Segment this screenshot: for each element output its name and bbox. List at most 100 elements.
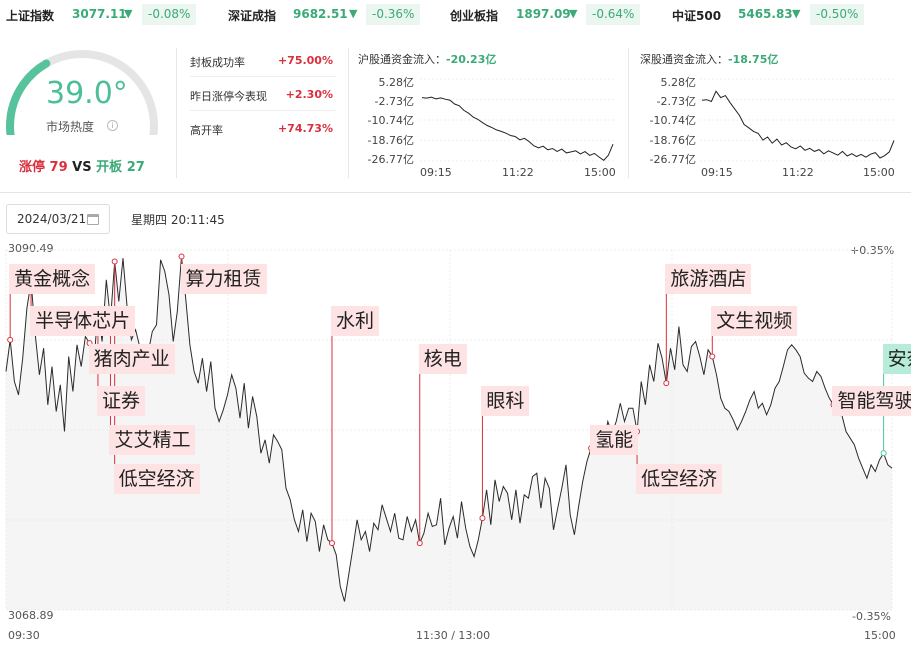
index-value: 3077.11 [72,7,127,21]
stat-row: 昨日涨停今表现 +2.30% [190,79,336,111]
vs-text: VS [72,160,92,175]
down-arrow-icon: ▼ [569,7,578,20]
sh-flow-chart [420,78,615,162]
tag-anchor-dot [7,336,14,343]
sh-flow-title: 沪股通资金流入：-20.23亿 [358,51,496,67]
flow-line [421,96,614,161]
tag-anchor-dot [479,515,486,522]
theme-tag[interactable]: 眼科 [481,386,530,416]
tag-anchor-dot [663,380,670,387]
stat-value: +2.30% [285,88,333,101]
y-tick: -26.77亿 [367,153,414,166]
open-count: 27 [126,160,145,175]
tag-anchor-dot [880,450,887,457]
tag-anchor-dot [111,258,118,265]
sz-flow-title: 深股通资金流入：-18.75亿 [640,51,778,67]
index-change: -0.50% [810,4,865,25]
theme-tag[interactable]: 氢能 [590,425,639,455]
limit-up-label: 涨停 [19,160,46,175]
index-value: 5465.83 [738,7,793,21]
y-tick: 5.28亿 [660,76,697,89]
x-tick: 09:15 [420,166,452,179]
datetime: 星期四 20:11:45 [131,213,225,227]
theme-tag[interactable]: 猪肉产业 [88,344,175,374]
theme-tag[interactable]: 算力租赁 [180,264,267,294]
divider [348,48,349,178]
theme-tag[interactable]: 核电 [418,344,467,374]
sz-flow-chart [700,78,896,162]
y-tick: -26.77亿 [649,153,696,166]
theme-tag[interactable]: 艾艾精工 [109,425,196,455]
sh-flow-value: -20.23亿 [446,53,497,66]
index-name[interactable]: 创业板指 [450,9,499,23]
index-name[interactable]: 深证成指 [228,9,277,23]
x-tick: 11:22 [502,166,534,179]
stat-row: 封板成功率 +75.00% [190,45,336,77]
x-start-label: 09:30 [8,629,40,642]
stat-label: 高开率 [190,124,223,137]
stat-row: 高开率 +74.73% [190,113,336,145]
theme-tag[interactable]: 黄金概念 [9,264,96,294]
y-tick: 5.28亿 [378,76,415,89]
down-arrow-icon: ▼ [792,7,801,20]
index-value: 1897.09 [516,7,571,21]
y-tick: -10.74亿 [649,114,696,127]
sz-flow-value: -18.75亿 [728,53,779,66]
theme-tag[interactable]: 智能驾驶 [832,386,911,416]
theme-tag[interactable]: 低空经济 [113,464,200,494]
open-label: 开板 [96,160,123,175]
date-picker[interactable]: 2024/03/21 [6,204,110,234]
y-tick: -18.76亿 [367,134,414,147]
x-mid-label: 11:30 / 13:00 [416,629,491,642]
tag-anchor-dot [178,253,185,260]
heat-value: 39.0° [46,76,128,111]
theme-tag[interactable]: 低空经济 [636,464,723,494]
x-tick: 15:00 [863,166,895,179]
theme-tag[interactable]: 证券 [96,386,145,416]
heat-gauge [6,49,158,135]
index-ticker: 上证指数 3077.11 ▼ -0.08% 深证成指 9682.51 ▼ -0.… [0,0,911,30]
price-area [6,256,892,610]
index-change: -0.36% [366,4,421,25]
y-tick: -2.73亿 [374,95,414,108]
theme-tag[interactable]: 半导体芯片 [30,306,136,336]
date-value: 2024/03/21 [17,212,87,226]
stat-label: 封板成功率 [190,56,245,69]
y-min-label: 3068.89 [8,609,54,622]
x-tick: 15:00 [584,166,616,179]
index-change: -0.08% [142,4,197,25]
intraday-chart [5,249,893,611]
tag-anchor-dot [328,540,335,547]
divider [628,48,629,178]
stat-value: +74.73% [277,122,333,135]
theme-tag[interactable]: 安奈儿 [882,344,911,374]
info-icon[interactable]: i [107,120,118,131]
limit-summary: 涨停 79 VS 开板 27 [19,156,145,175]
divider [176,48,177,178]
stat-label: 昨日涨停今表现 [190,90,267,103]
index-change: -0.64% [586,4,641,25]
y-max-label: 3090.49 [8,242,54,255]
heat-label: 市场热度 [46,120,95,134]
sz-flow-label: 深股通资金流入： [640,53,728,66]
y-tick: -18.76亿 [649,134,696,147]
y-tick: -10.74亿 [367,114,414,127]
price-line [5,256,893,602]
calendar-icon[interactable] [87,214,99,225]
theme-tag[interactable]: 文生视频 [711,306,798,336]
down-arrow-icon: ▼ [349,7,358,20]
x-tick: 09:15 [701,166,733,179]
theme-tag[interactable]: 旅游酒店 [665,264,752,294]
index-value: 9682.51 [293,7,348,21]
pct-max-label: +0.35% [850,244,895,257]
theme-tag[interactable]: 水利 [330,306,379,336]
y-tick: -2.73亿 [656,95,696,108]
down-arrow-icon: ▼ [124,7,133,20]
stat-value: +75.00% [277,54,333,67]
tag-anchor-dot [709,353,716,360]
flow-line [701,90,895,159]
index-name[interactable]: 中证500 [672,9,722,23]
x-tick: 11:22 [782,166,814,179]
tag-anchor-dot [416,540,423,547]
index-name[interactable]: 上证指数 [6,9,55,23]
